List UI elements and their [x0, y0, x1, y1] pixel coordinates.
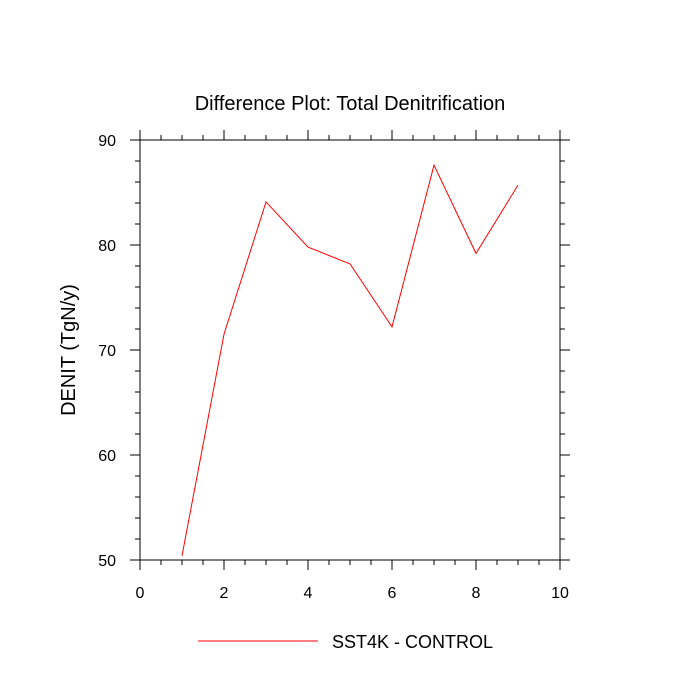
series-line-0	[181, 163, 519, 556]
x-tick-label: 8	[472, 585, 481, 602]
y-axis-label: DENIT (TgN/y)	[58, 284, 80, 416]
series-layer	[181, 163, 519, 556]
x-tick-label: 4	[304, 585, 313, 602]
y-tick-label: 60	[98, 448, 116, 465]
y-tick-label: 70	[98, 343, 116, 360]
x-tick-label: 6	[388, 585, 397, 602]
x-tick-label: 0	[136, 585, 145, 602]
legend-label-sst4k-control: SST4K - CONTROL	[332, 632, 493, 652]
plot-frame	[139, 139, 561, 561]
x-tick-label: 2	[220, 585, 229, 602]
y-tick-label: 90	[98, 133, 116, 150]
chart-title: Difference Plot: Total Denitrification	[195, 93, 506, 115]
x-tick-label: 10	[551, 585, 569, 602]
y-tick-label: 50	[98, 553, 116, 570]
legend: SST4K - CONTROL	[198, 632, 493, 652]
y-tick-label: 80	[98, 238, 116, 255]
axes: 0 2 4 6 8 10 50 60 70 80 90	[98, 130, 570, 602]
